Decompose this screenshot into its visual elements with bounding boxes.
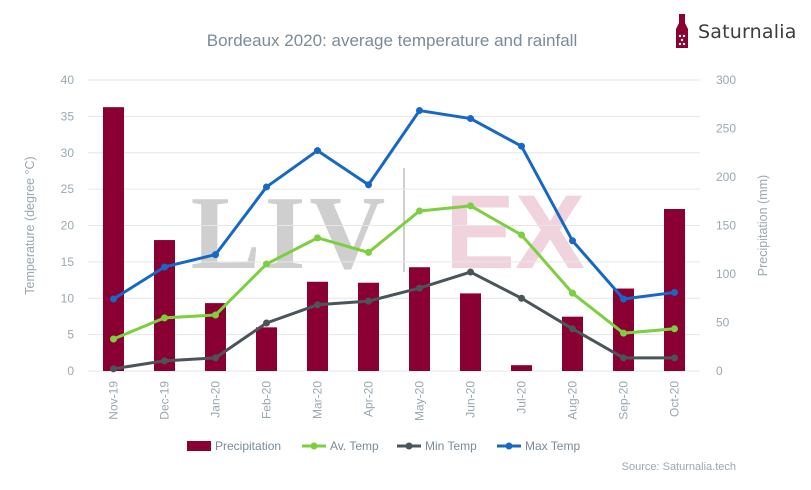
- max-temp-point: [161, 263, 168, 271]
- precipitation-bar: [460, 293, 481, 371]
- watermark-liv: LIV: [191, 174, 390, 291]
- min-temp-point: [518, 294, 525, 302]
- av-temp-point: [110, 335, 117, 343]
- av-temp-point: [263, 260, 270, 268]
- x-tick-label: Sep-20: [617, 381, 631, 420]
- x-tick-label: Jul-20: [515, 381, 529, 414]
- max-temp-point: [365, 181, 372, 189]
- av-temp-point: [569, 289, 576, 297]
- brand-name: Saturnalia: [698, 21, 797, 43]
- grid-lines: [88, 79, 700, 372]
- y-right-tick-label: 150: [716, 219, 736, 233]
- watermark: LIV EX: [191, 168, 585, 291]
- x-tick-label: Jun-20: [464, 381, 478, 418]
- av-temp-point: [620, 329, 627, 337]
- y-right-tick-label: 200: [716, 170, 736, 184]
- min-temp-point: [365, 297, 372, 305]
- max-temp-point: [671, 288, 678, 296]
- y-right-tick-label: 250: [716, 122, 736, 136]
- av-temp-point: [161, 314, 168, 322]
- av-temp-point: [212, 311, 219, 319]
- legend-marker-min-temp: [405, 442, 413, 450]
- min-temp-point: [620, 354, 627, 362]
- y-right-tick-label: 0: [716, 364, 723, 378]
- legend-swatch-precipitation: [187, 441, 211, 451]
- min-temp-point: [416, 284, 423, 292]
- x-tick-label: Apr-20: [362, 381, 376, 417]
- min-temp-point: [467, 268, 474, 276]
- y-right-tick-label: 100: [716, 267, 736, 281]
- max-temp-point: [416, 107, 423, 115]
- axes: 0 5 10 15 20 25 30 35 40 0 50 100 150 200 250 300 Temper…: [23, 73, 770, 421]
- precipitation-bar: [409, 267, 430, 371]
- brand-logo: Saturnalia: [672, 12, 797, 52]
- max-temp-point: [212, 251, 219, 259]
- av-temp-point: [671, 325, 678, 333]
- legend: Precipitation Av. Temp Min Temp Max Temp: [187, 439, 580, 453]
- x-tick-label: Dec-19: [158, 381, 172, 420]
- x-tick-label: Aug-20: [566, 381, 580, 420]
- precipitation-bar: [256, 327, 277, 371]
- y-left-tick-label: 35: [61, 109, 75, 123]
- min-temp-point: [263, 319, 270, 327]
- max-temp-point: [620, 295, 627, 303]
- y-left-tick-label: 20: [61, 219, 75, 233]
- precipitation-bar: [307, 281, 328, 371]
- min-temp-line: [113, 270, 675, 371]
- precipitation-bar: [154, 240, 175, 371]
- precipitation-bar: [103, 107, 124, 371]
- y-left-axis-label: Temperature (degree °C): [23, 156, 37, 294]
- min-temp-point: [212, 354, 219, 362]
- source-note: Source: Saturnalia.tech: [622, 461, 736, 473]
- max-temp-line: [112, 109, 675, 301]
- max-temp-point: [110, 295, 117, 303]
- max-temp-point: [314, 147, 321, 155]
- legend-label-av-temp: Av. Temp: [330, 439, 379, 453]
- x-tick-label: May-20: [413, 381, 427, 421]
- av-temp-line: [112, 204, 675, 341]
- y-left-tick-label: 40: [61, 73, 75, 87]
- y-left-tick-label: 0: [67, 364, 74, 378]
- legend-marker-av-temp: [310, 442, 318, 450]
- wine-bottle-icon: [676, 14, 688, 48]
- av-temp-point: [416, 207, 423, 215]
- y-left-tick-label: 15: [61, 255, 75, 269]
- max-temp-point: [518, 142, 525, 150]
- x-tick-label: Mar-20: [311, 381, 325, 419]
- av-temp-point: [365, 248, 372, 256]
- precipitation-bar: [511, 365, 532, 371]
- legend-label-precipitation: Precipitation: [215, 439, 281, 453]
- y-left-tick-label: 25: [61, 182, 75, 196]
- min-temp-point: [569, 325, 576, 333]
- max-temp-point: [263, 183, 270, 191]
- legend-label-min-temp: Min Temp: [425, 439, 477, 453]
- min-temp-point: [161, 357, 168, 365]
- temperature-lines: [110, 107, 678, 373]
- min-temp-point: [671, 354, 678, 362]
- x-tick-label: Oct-20: [668, 381, 682, 417]
- y-right-tick-label: 50: [716, 316, 730, 330]
- y-left-tick-label: 5: [67, 328, 74, 342]
- min-temp-point: [110, 365, 117, 373]
- av-temp-point: [314, 234, 321, 242]
- legend-marker-max-temp: [505, 442, 513, 450]
- legend-label-max-temp: Max Temp: [525, 439, 580, 453]
- av-temp-point: [518, 231, 525, 239]
- chart-title: Bordeaux 2020: average temperature and r…: [207, 31, 577, 50]
- x-tick-label: Jan-20: [209, 381, 223, 418]
- y-left-tick-label: 10: [61, 291, 75, 305]
- av-temp-point: [467, 202, 474, 210]
- x-tick-label: Feb-20: [260, 381, 274, 419]
- max-temp-point: [467, 115, 474, 123]
- y-right-axis-label: Precipitation (mm): [756, 175, 770, 276]
- y-right-tick-label: 300: [716, 73, 736, 87]
- min-temp-point: [314, 301, 321, 309]
- x-tick-label: Nov-19: [107, 381, 121, 420]
- y-left-tick-label: 30: [61, 146, 75, 160]
- max-temp-point: [569, 237, 576, 245]
- precipitation-bar: [358, 282, 379, 371]
